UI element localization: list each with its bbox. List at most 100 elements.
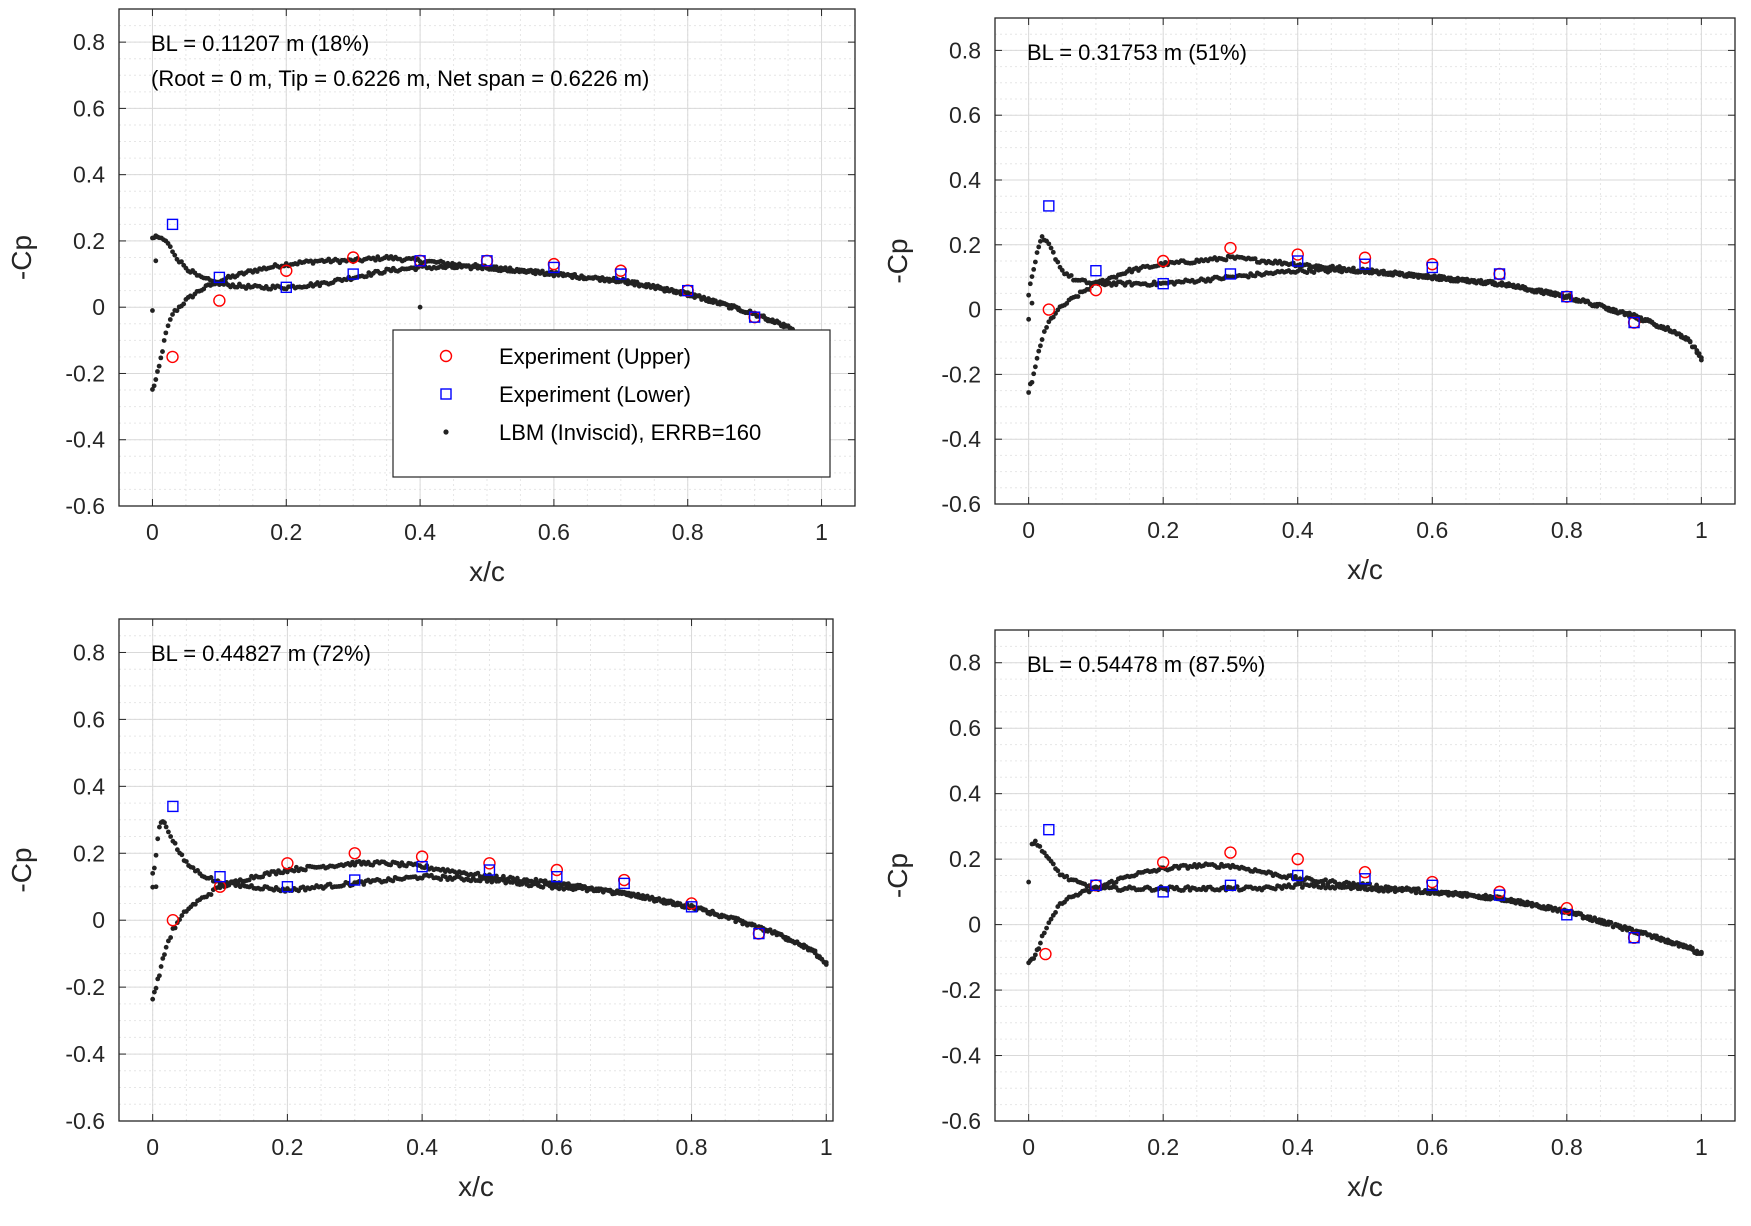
lbm-point (812, 950, 818, 956)
lbm-point (1064, 873, 1070, 879)
x-tick-label: 0.2 (270, 519, 302, 545)
legend-box (392, 329, 831, 478)
lbm-point (1034, 250, 1040, 255)
lbm-point (1689, 945, 1695, 951)
legend-entry: Experiment (Lower) (499, 382, 691, 407)
y-tick-label: 0 (968, 912, 981, 938)
lbm-point (607, 887, 613, 893)
lbm-point (1050, 314, 1056, 320)
lbm-point (151, 383, 157, 389)
lbm-point (572, 271, 578, 277)
lbm-point (172, 925, 178, 931)
minor-grid (994, 629, 1736, 1122)
experiment-upper-series (1039, 846, 1641, 961)
y-axis-label: -Cp (882, 238, 913, 283)
y-tick-label: -0.4 (65, 427, 105, 453)
lbm-point (172, 840, 178, 846)
axes-box (118, 8, 856, 507)
lbm-point (1046, 241, 1052, 247)
lbm-point (1038, 343, 1043, 349)
lbm-point (1297, 881, 1303, 887)
lower-point (1628, 931, 1640, 944)
lower-point (1043, 200, 1055, 212)
y-tick-label: 0.6 (73, 95, 105, 121)
lbm-point (361, 882, 367, 887)
lbm-point (1245, 274, 1251, 280)
data-marks (150, 218, 824, 392)
lbm-point (1566, 293, 1572, 298)
x-tick-label: 0 (146, 1134, 159, 1160)
data-marks (1026, 823, 1704, 966)
x-axis-label: x/c (1347, 1171, 1383, 1202)
lbm-point (1036, 348, 1042, 354)
lbm-point (1075, 294, 1081, 299)
x-tick-label: 0.4 (1282, 517, 1314, 543)
lbm-point (246, 877, 252, 883)
lbm-point (162, 952, 167, 958)
lbm-point (1055, 868, 1061, 874)
lbm-point (172, 252, 178, 258)
lbm-point (1053, 910, 1058, 915)
lbm-point (190, 865, 196, 871)
y-tick-label: 0.8 (73, 29, 105, 55)
x-tick-label: 1 (1695, 1134, 1708, 1160)
minor-grid (994, 17, 1736, 505)
y-tick-label: -0.4 (941, 1043, 981, 1069)
x-tick-label: 1 (820, 1134, 833, 1160)
legend-entry: Experiment (Upper) (499, 344, 691, 369)
y-tick-label: 0.4 (73, 773, 105, 799)
lbm-point (1413, 890, 1419, 896)
x-tick-label: 0.4 (404, 519, 436, 545)
axes-box (994, 629, 1736, 1122)
lbm-point (724, 302, 730, 308)
data-marks (150, 800, 829, 1002)
upper-point (1224, 241, 1237, 255)
lower-point (1628, 316, 1640, 329)
y-tick-label: 0.4 (949, 781, 981, 807)
lbm-point (1692, 344, 1698, 350)
lower-point (1561, 290, 1573, 303)
lbm-point (551, 273, 557, 279)
y-tick-label: 0.6 (949, 102, 981, 128)
x-tick-label: 0.2 (271, 1134, 303, 1160)
x-tick-label: 0 (1022, 517, 1035, 543)
lbm-point (1252, 256, 1258, 262)
x-tick-label: 0.8 (676, 1134, 708, 1160)
lbm-point (1026, 292, 1032, 298)
annotation-text: BL = 0.44827 m (72%) (151, 641, 371, 666)
lbm-point (533, 876, 539, 882)
lower-point (1561, 909, 1573, 921)
axes-box (118, 618, 834, 1122)
lbm-point (599, 275, 605, 280)
lbm-point (293, 864, 299, 870)
lbm-point (1036, 946, 1042, 952)
x-tick-label: 0.8 (1551, 517, 1583, 543)
lbm-point (373, 257, 378, 263)
lbm-point (737, 918, 743, 923)
chart-panel-bottom-left: 0 0.2 0.4 0.6 0.8 1 -0.6 -0.4 -0.2 0 0.2 0.4 0.6 0.8 x… (6, 618, 834, 1202)
lower-point (1426, 261, 1438, 274)
lbm-point (569, 275, 575, 281)
lower-point (414, 255, 426, 267)
axes-box (994, 17, 1736, 505)
lower-point (483, 864, 496, 876)
lbm-point (1036, 244, 1042, 250)
lbm-point (157, 824, 162, 830)
data-marks (1026, 200, 1704, 395)
x-tick-label: 1 (1695, 517, 1708, 543)
lbm-point (1320, 882, 1326, 888)
experiment-upper-series (166, 847, 766, 940)
x-tick-label: 0.6 (541, 1134, 573, 1160)
x-tick-label: 0 (146, 519, 159, 545)
lbm-point (150, 308, 155, 313)
lbm-point (153, 985, 159, 991)
x-axis-label: x/c (458, 1171, 494, 1202)
major-grid (995, 18, 1735, 505)
y-tick-label: 0 (968, 297, 981, 323)
y-tick-label: 0.6 (949, 715, 981, 741)
lbm-point (1026, 316, 1032, 322)
chart-panel-top-right: 0 0.2 0.4 0.6 0.8 1 -0.6 -0.4 -0.2 0 0.2 0.4 0.6 0.8 x… (882, 17, 1736, 585)
lbm-point (1041, 930, 1047, 936)
lbm-point (1483, 892, 1489, 898)
upper-point (213, 294, 226, 307)
